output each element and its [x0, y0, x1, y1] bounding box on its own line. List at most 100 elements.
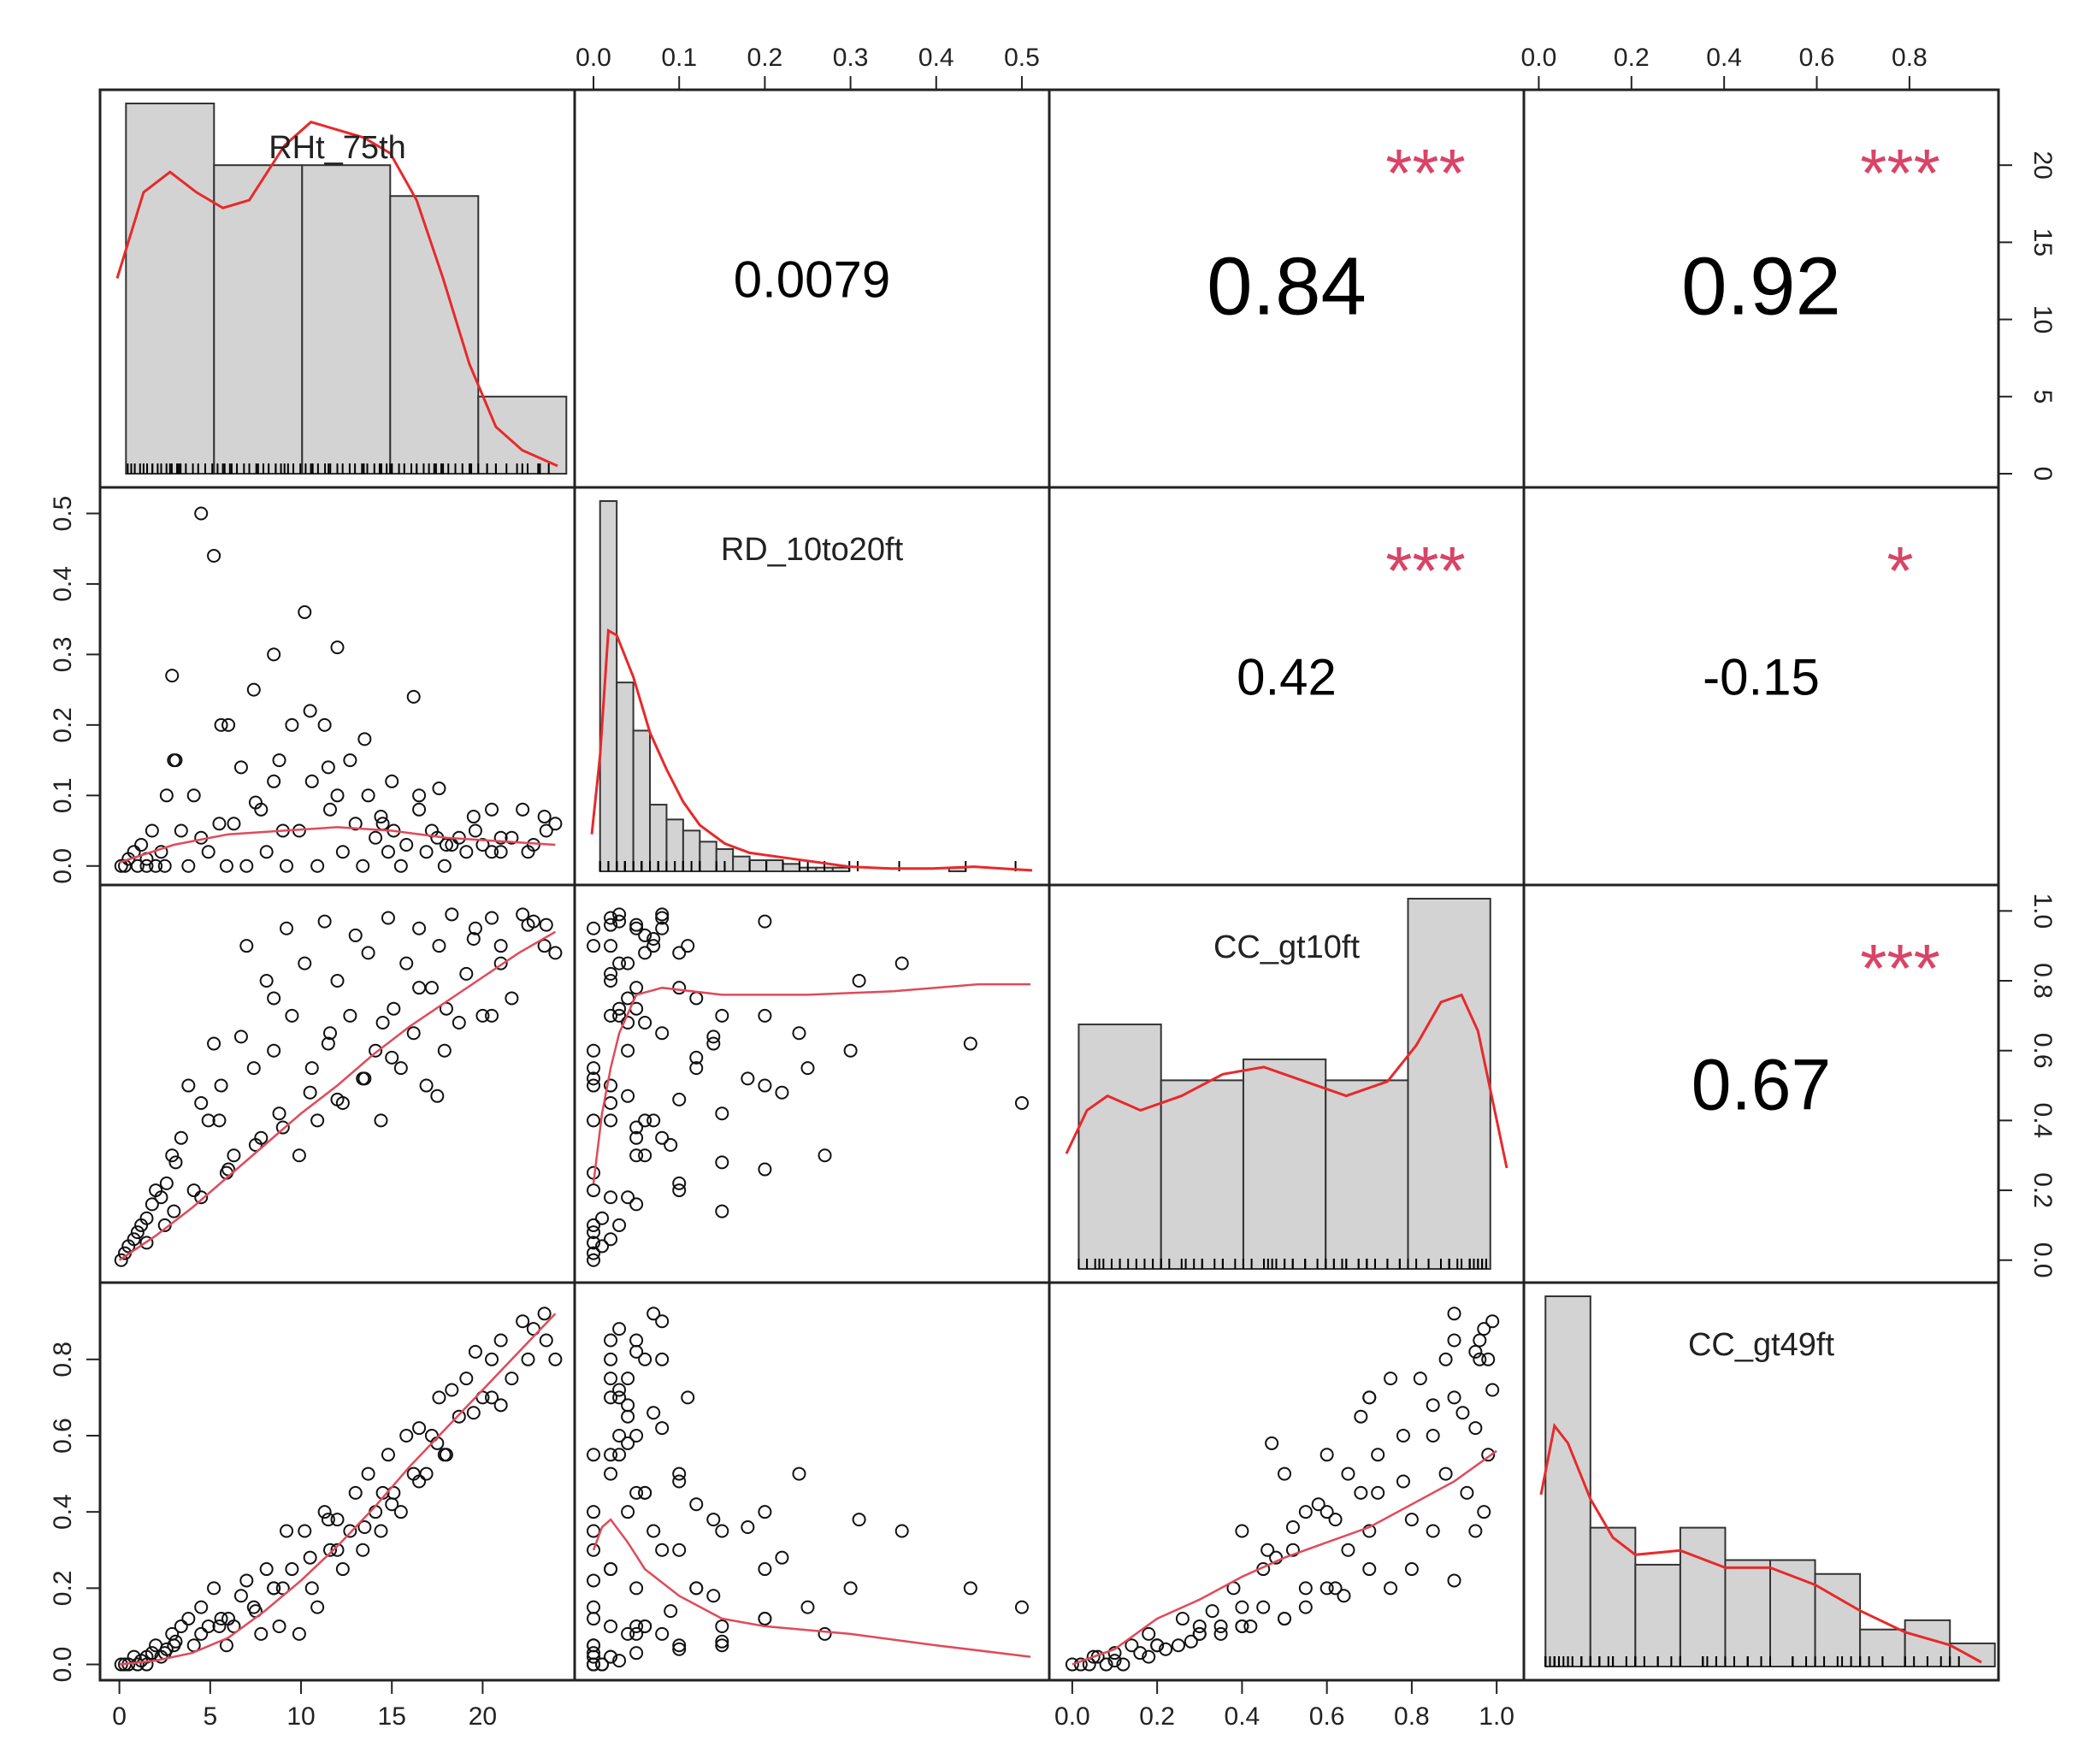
- scatter-point-CC_gt49ft-CC_gt10ft: [1320, 1581, 1334, 1596]
- scatter-point-RD_10to20ft-RHt_75th: [280, 858, 294, 873]
- histogram-bar-RD_10to20ft-10: [765, 859, 784, 873]
- scatter-point-CC_gt49ft-CC_gt10ft: [1278, 1612, 1292, 1626]
- scatter-point-CC_gt10ft-RD_10to20ft: [621, 1088, 635, 1103]
- scatter-point-RD_10to20ft-RHt_75th: [214, 717, 228, 732]
- correlations-layer: 0.0079 0.84***0.92***0.42***-0.15*0.67***: [734, 135, 1940, 1125]
- scatter-point-RD_10to20ft-RHt_75th: [165, 669, 180, 683]
- scatter-point-CC_gt49ft-CC_gt10ft: [1205, 1604, 1219, 1619]
- scatter-point-CC_gt10ft-RHt_75th: [485, 911, 499, 925]
- scatter-point-CC_gt10ft-RD_10to20ft: [587, 1071, 601, 1086]
- x-tick-label-bottom-CC_gt10ft: 0.2: [1139, 1702, 1175, 1731]
- x-tick-label-top-CC_gt49ft: 0.8: [1892, 44, 1928, 72]
- scatter-point-CC_gt10ft-RD_10to20ft: [818, 1148, 832, 1163]
- scatter-point-CC_gt49ft-RHt_75th: [280, 1524, 294, 1538]
- scatter-point-CC_gt49ft-RHt_75th: [356, 1543, 370, 1557]
- scatter-point-CC_gt49ft-CC_gt10ft: [1086, 1649, 1101, 1664]
- scatter-point-CC_gt49ft-CC_gt10ft: [1298, 1581, 1313, 1596]
- scatter-point-RD_10to20ft-RHt_75th: [221, 717, 236, 732]
- scatter-point-RD_10to20ft-RHt_75th: [130, 858, 145, 873]
- scatter-point-CC_gt10ft-RHt_75th: [165, 1148, 180, 1163]
- scatter-point-CC_gt49ft-CC_gt10ft: [1298, 1600, 1313, 1614]
- scatter-point-CC_gt49ft-RHt_75th: [381, 1448, 395, 1462]
- scatter-point-CC_gt10ft-RHt_75th: [159, 1176, 174, 1190]
- scatter-point-RD_10to20ft-RHt_75th: [468, 823, 482, 838]
- scatter-point-CC_gt49ft-RHt_75th: [419, 1466, 434, 1481]
- scatter-point-CC_gt10ft-RHt_75th: [357, 1071, 372, 1086]
- scatter-point-CC_gt49ft-CC_gt10ft: [1235, 1600, 1249, 1614]
- scatter-point-CC_gt49ft-CC_gt10ft: [1426, 1398, 1440, 1413]
- y-tick-label-right-count: 5: [2028, 389, 2057, 404]
- scatter-point-CC_gt10ft-RHt_75th: [212, 1113, 227, 1128]
- histogram-bar-RD_10to20ft-11: [782, 863, 800, 873]
- scatter-point-CC_gt10ft-RHt_75th: [201, 1113, 215, 1128]
- scatter-point-RD_10to20ft-RHt_75th: [548, 817, 563, 831]
- scatter-point-CC_gt49ft-RD_10to20ft: [629, 1581, 644, 1596]
- scatter-point-CC_gt49ft-RD_10to20ft: [646, 1307, 661, 1321]
- scatter-point-CC_gt49ft-CC_gt10ft: [1396, 1474, 1410, 1489]
- scatter-point-CC_gt49ft-RD_10to20ft: [612, 1322, 627, 1336]
- scatter-point-RD_10to20ft-RHt_75th: [505, 830, 519, 845]
- correlation-value-RHt_75th-CC_gt49ft: 0.92: [1681, 241, 1841, 333]
- scatter-point-RD_10to20ft-RHt_75th: [459, 845, 474, 859]
- correlation-value-RHt_75th-RD_10to20ft: 0.0079: [734, 251, 891, 309]
- x-tick-label-top-RD_10to20ft: 0.0: [576, 44, 611, 72]
- scatter-point-CC_gt10ft-RD_10to20ft: [604, 1113, 618, 1128]
- scatter-point-CC_gt49ft-RHt_75th: [298, 1524, 312, 1538]
- correlation-value-RD_10to20ft-CC_gt10ft: 0.42: [1237, 649, 1337, 706]
- scatter-point-CC_gt49ft-RD_10to20ft: [655, 1626, 670, 1641]
- scatter-point-CC_gt49ft-RHt_75th: [304, 1581, 319, 1596]
- scatter-point-CC_gt10ft-RD_10to20ft: [587, 921, 601, 935]
- scatter-layer: [114, 506, 1500, 1672]
- scatter-point-CC_gt10ft-RD_10to20ft: [672, 1183, 687, 1198]
- scatter-point-CC_gt10ft-RHt_75th: [452, 1016, 466, 1030]
- scatter-point-CC_gt49ft-RHt_75th: [439, 1448, 453, 1462]
- scatter-point-CC_gt10ft-RHt_75th: [130, 1225, 145, 1240]
- correlation-value-CC_gt10ft-CC_gt49ft: 0.67: [1691, 1045, 1832, 1125]
- scatter-point-CC_gt49ft-RHt_75th: [361, 1466, 375, 1481]
- scatter-point-CC_gt49ft-RHt_75th: [221, 1612, 236, 1626]
- scatter-point-RD_10to20ft-RHt_75th: [412, 802, 427, 817]
- y-tick-label-right-CC_gt10ft: 0.6: [2028, 1033, 2057, 1069]
- scatter-point-CC_gt49ft-RHt_75th: [130, 1657, 145, 1672]
- significance-stars-CC_gt10ft-CC_gt49ft: ***: [1860, 930, 1939, 1006]
- scatter-point-CC_gt10ft-RD_10to20ft: [852, 974, 866, 988]
- scatter-point-CC_gt49ft-CC_gt10ft: [1150, 1638, 1165, 1653]
- scatter-point-RD_10to20ft-RHt_75th: [272, 753, 286, 768]
- smooth-line-CC_gt10ft-RHt_75th: [118, 930, 557, 1261]
- scatter-point-RD_10to20ft-RHt_75th: [167, 753, 181, 768]
- scatter-point-CC_gt49ft-RD_10to20ft: [963, 1581, 977, 1596]
- scatter-point-CC_gt49ft-RHt_75th: [521, 1352, 535, 1366]
- scatter-point-CC_gt49ft-RD_10to20ft: [587, 1573, 601, 1588]
- scatter-point-CC_gt49ft-RD_10to20ft: [758, 1505, 772, 1519]
- scatter-point-CC_gt49ft-CC_gt10ft: [1320, 1448, 1334, 1462]
- x-tick-label-top-RD_10to20ft: 0.4: [918, 44, 954, 72]
- scatter-point-CC_gt10ft-RD_10to20ft: [587, 939, 601, 953]
- scatter-point-CC_gt49ft-CC_gt10ft: [1481, 1448, 1496, 1462]
- histogram-bar-CC_gt49ft-1: [1589, 1526, 1637, 1667]
- scatter-point-CC_gt10ft-RHt_75th: [475, 1008, 490, 1023]
- scatter-point-RD_10to20ft-RHt_75th: [343, 753, 357, 768]
- y-tick-label-left-RD_10to20ft: 0.4: [49, 566, 77, 602]
- scatter-point-RD_10to20ft-RHt_75th: [139, 858, 154, 873]
- scatter-point-CC_gt49ft-RHt_75th: [445, 1383, 459, 1397]
- scatter-point-CC_gt49ft-CC_gt10ft: [1260, 1543, 1275, 1557]
- scatter-point-CC_gt10ft-RHt_75th: [145, 1197, 159, 1212]
- scatter-point-RD_10to20ft-RHt_75th: [357, 732, 372, 746]
- scatter-point-RD_10to20ft-RHt_75th: [285, 717, 299, 732]
- scatter-point-CC_gt10ft-RHt_75th: [437, 1043, 452, 1058]
- smooth-line-CC_gt10ft-RD_10to20ft: [592, 982, 1030, 1184]
- scatter-point-CC_gt10ft-RHt_75th: [275, 1120, 290, 1135]
- scatter-point-CC_gt49ft-RHt_75th: [139, 1657, 154, 1672]
- scatter-point-CC_gt49ft-RD_10to20ft: [706, 1589, 721, 1603]
- scatter-point-CC_gt49ft-RD_10to20ft: [655, 1421, 670, 1436]
- histogram-bar-CC_gt10ft-2: [1242, 1058, 1327, 1270]
- scatter-point-CC_gt10ft-RHt_75th: [303, 1085, 317, 1100]
- y-tick-label-left-CC_gt49ft: 0.6: [49, 1418, 77, 1454]
- scatter-point-CC_gt10ft-RHt_75th: [361, 946, 375, 960]
- scatter-point-CC_gt49ft-CC_gt10ft: [1460, 1485, 1474, 1500]
- scatter-point-CC_gt10ft-RHt_75th: [298, 956, 312, 970]
- scatter-point-CC_gt10ft-RD_10to20ft: [672, 1092, 687, 1106]
- scatter-point-CC_gt10ft-RD_10to20ft: [638, 1016, 652, 1030]
- scatter-point-CC_gt49ft-RD_10to20ft: [852, 1513, 866, 1527]
